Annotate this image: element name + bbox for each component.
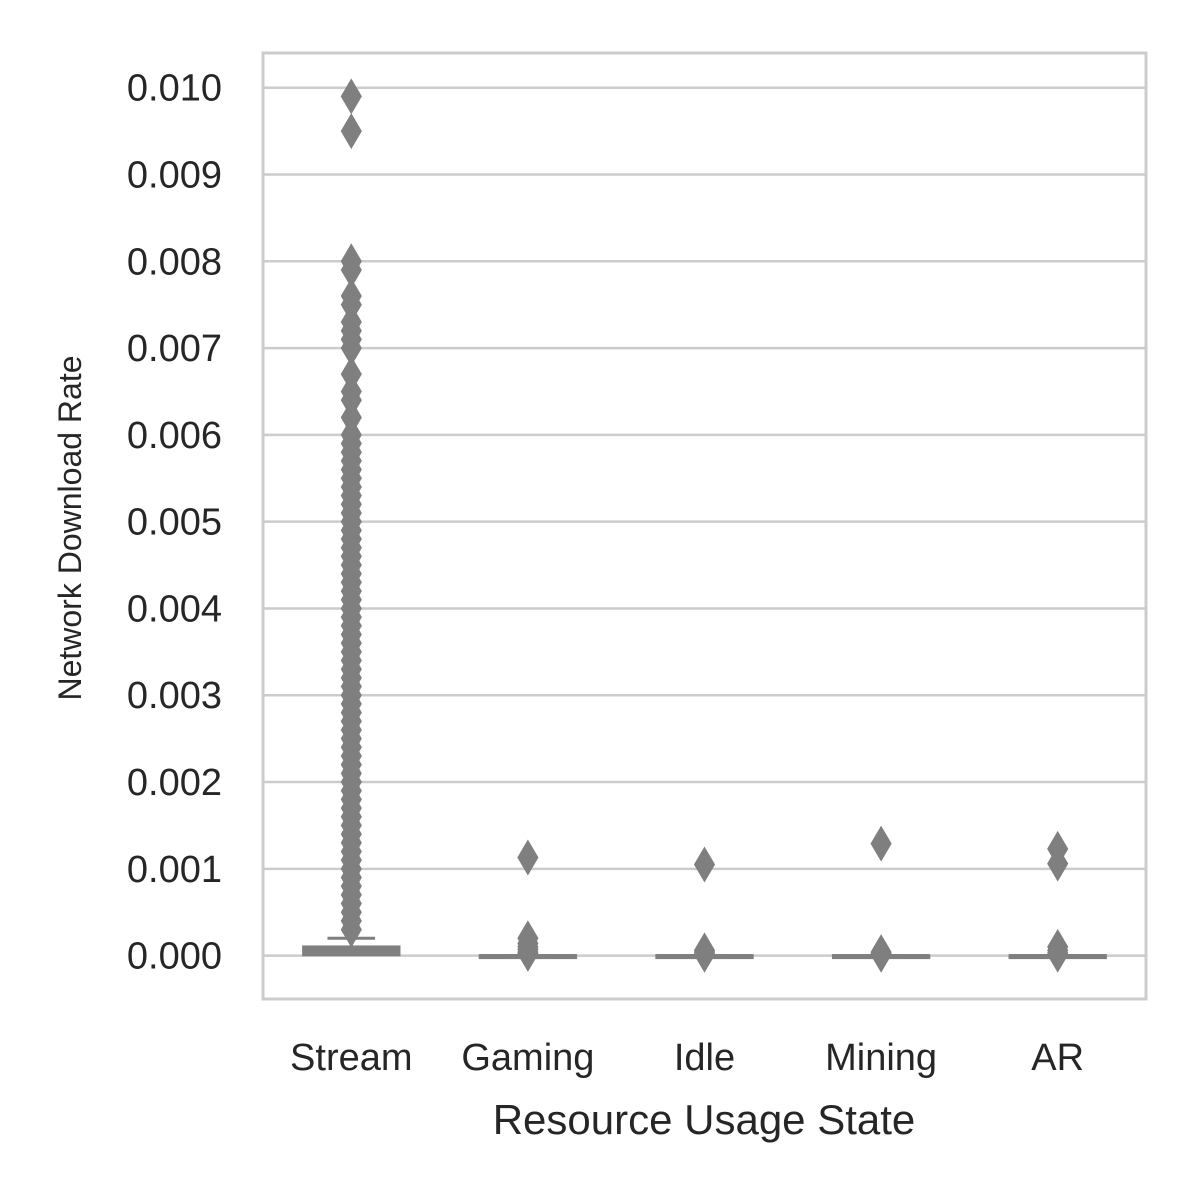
y-tick-label: 0.001 — [127, 849, 222, 891]
y-tick-label: 0.002 — [127, 762, 222, 804]
y-axis-title: Network Download Rate — [52, 355, 88, 700]
x-tick-label: Gaming — [461, 1037, 594, 1079]
grid-lines — [263, 86, 1146, 957]
outlier-point — [870, 936, 892, 973]
y-tick-label: 0.005 — [127, 502, 222, 544]
y-tick-label: 0.010 — [127, 68, 222, 110]
y-tick-label: 0.003 — [127, 675, 222, 717]
y-tick-label: 0.009 — [127, 155, 222, 197]
x-tick-label: AR — [1031, 1037, 1084, 1079]
y-tick-labels: 0.000 0.001 0.002 0.003 0.004 0.005 0.006 0.007… — [127, 68, 222, 978]
y-tick-label: 0.008 — [127, 241, 222, 283]
outlier-points — [340, 78, 1069, 973]
plot-frame — [261, 51, 1148, 1001]
y-tick-label: 0.007 — [127, 328, 222, 370]
outlier-point — [517, 935, 539, 972]
outlier-point — [1047, 845, 1069, 882]
outlier-point — [1047, 936, 1069, 973]
outlier-point — [340, 78, 362, 115]
x-axis-title: Resource Usage State — [493, 1096, 916, 1143]
outlier-point — [340, 113, 362, 150]
x-tick-label: Stream — [290, 1037, 412, 1079]
x-tick-labels: Stream Gaming Idle Mining AR — [290, 1037, 1084, 1079]
outlier-point — [693, 936, 716, 973]
y-tick-label: 0.006 — [127, 415, 222, 457]
y-tick-label: 0.004 — [127, 588, 222, 630]
outlier-point — [693, 846, 716, 883]
x-tick-label: Idle — [674, 1037, 735, 1079]
outlier-point — [517, 839, 539, 876]
y-tick-label: 0.000 — [127, 936, 222, 978]
x-tick-label: Mining — [825, 1037, 937, 1079]
outlier-point — [340, 911, 362, 948]
outlier-point — [870, 825, 892, 862]
